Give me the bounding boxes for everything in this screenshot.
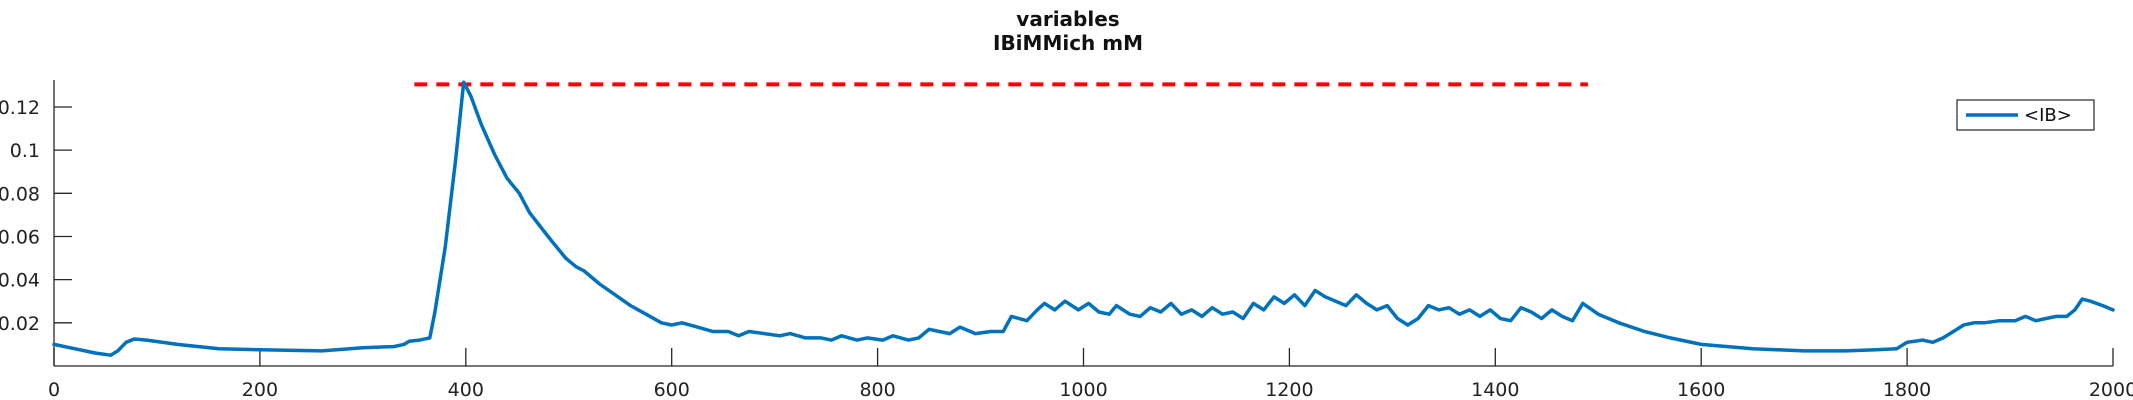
x-tick-label: 600 bbox=[654, 379, 690, 400]
series-line-IB bbox=[52, 80, 2115, 357]
chart-title-line-1: variables bbox=[1016, 7, 1119, 31]
x-tick-label: 800 bbox=[859, 379, 895, 400]
x-tick-label: 200 bbox=[242, 379, 278, 400]
x-tick-label: 1400 bbox=[1471, 379, 1519, 400]
x-tick-label: 1000 bbox=[1059, 379, 1107, 400]
x-tick-label: 2000 bbox=[2089, 379, 2133, 400]
legend-label-IB: <IB> bbox=[2024, 105, 2072, 126]
legend-box bbox=[1956, 99, 2095, 131]
y-tick-label: 0.08 bbox=[0, 183, 40, 205]
y-tick-label: 0.12 bbox=[0, 97, 40, 119]
x-ticks: 0 200 400 600 800 1000 1200 1400 1600 1800 2000 bbox=[48, 348, 2133, 400]
x-tick-label: 1200 bbox=[1265, 379, 1313, 400]
legend: <IB> bbox=[1956, 99, 2095, 131]
x-tick-label: 0 bbox=[48, 379, 60, 400]
y-tick-label: 0.1 bbox=[10, 140, 40, 162]
x-tick-label: 400 bbox=[448, 379, 484, 400]
y-tick-label: 0.06 bbox=[0, 226, 40, 248]
x-tick-label: 1800 bbox=[1883, 379, 1931, 400]
chart-title-line-2: IBiMMich mM bbox=[993, 31, 1143, 55]
y-ticks: 0.02 0.04 0.06 0.08 0.1 0.12 bbox=[0, 97, 72, 335]
y-tick-label: 0.04 bbox=[0, 270, 40, 292]
axes bbox=[53, 80, 2113, 367]
x-tick-label: 1600 bbox=[1677, 379, 1725, 400]
y-tick-label: 0.02 bbox=[0, 313, 40, 335]
